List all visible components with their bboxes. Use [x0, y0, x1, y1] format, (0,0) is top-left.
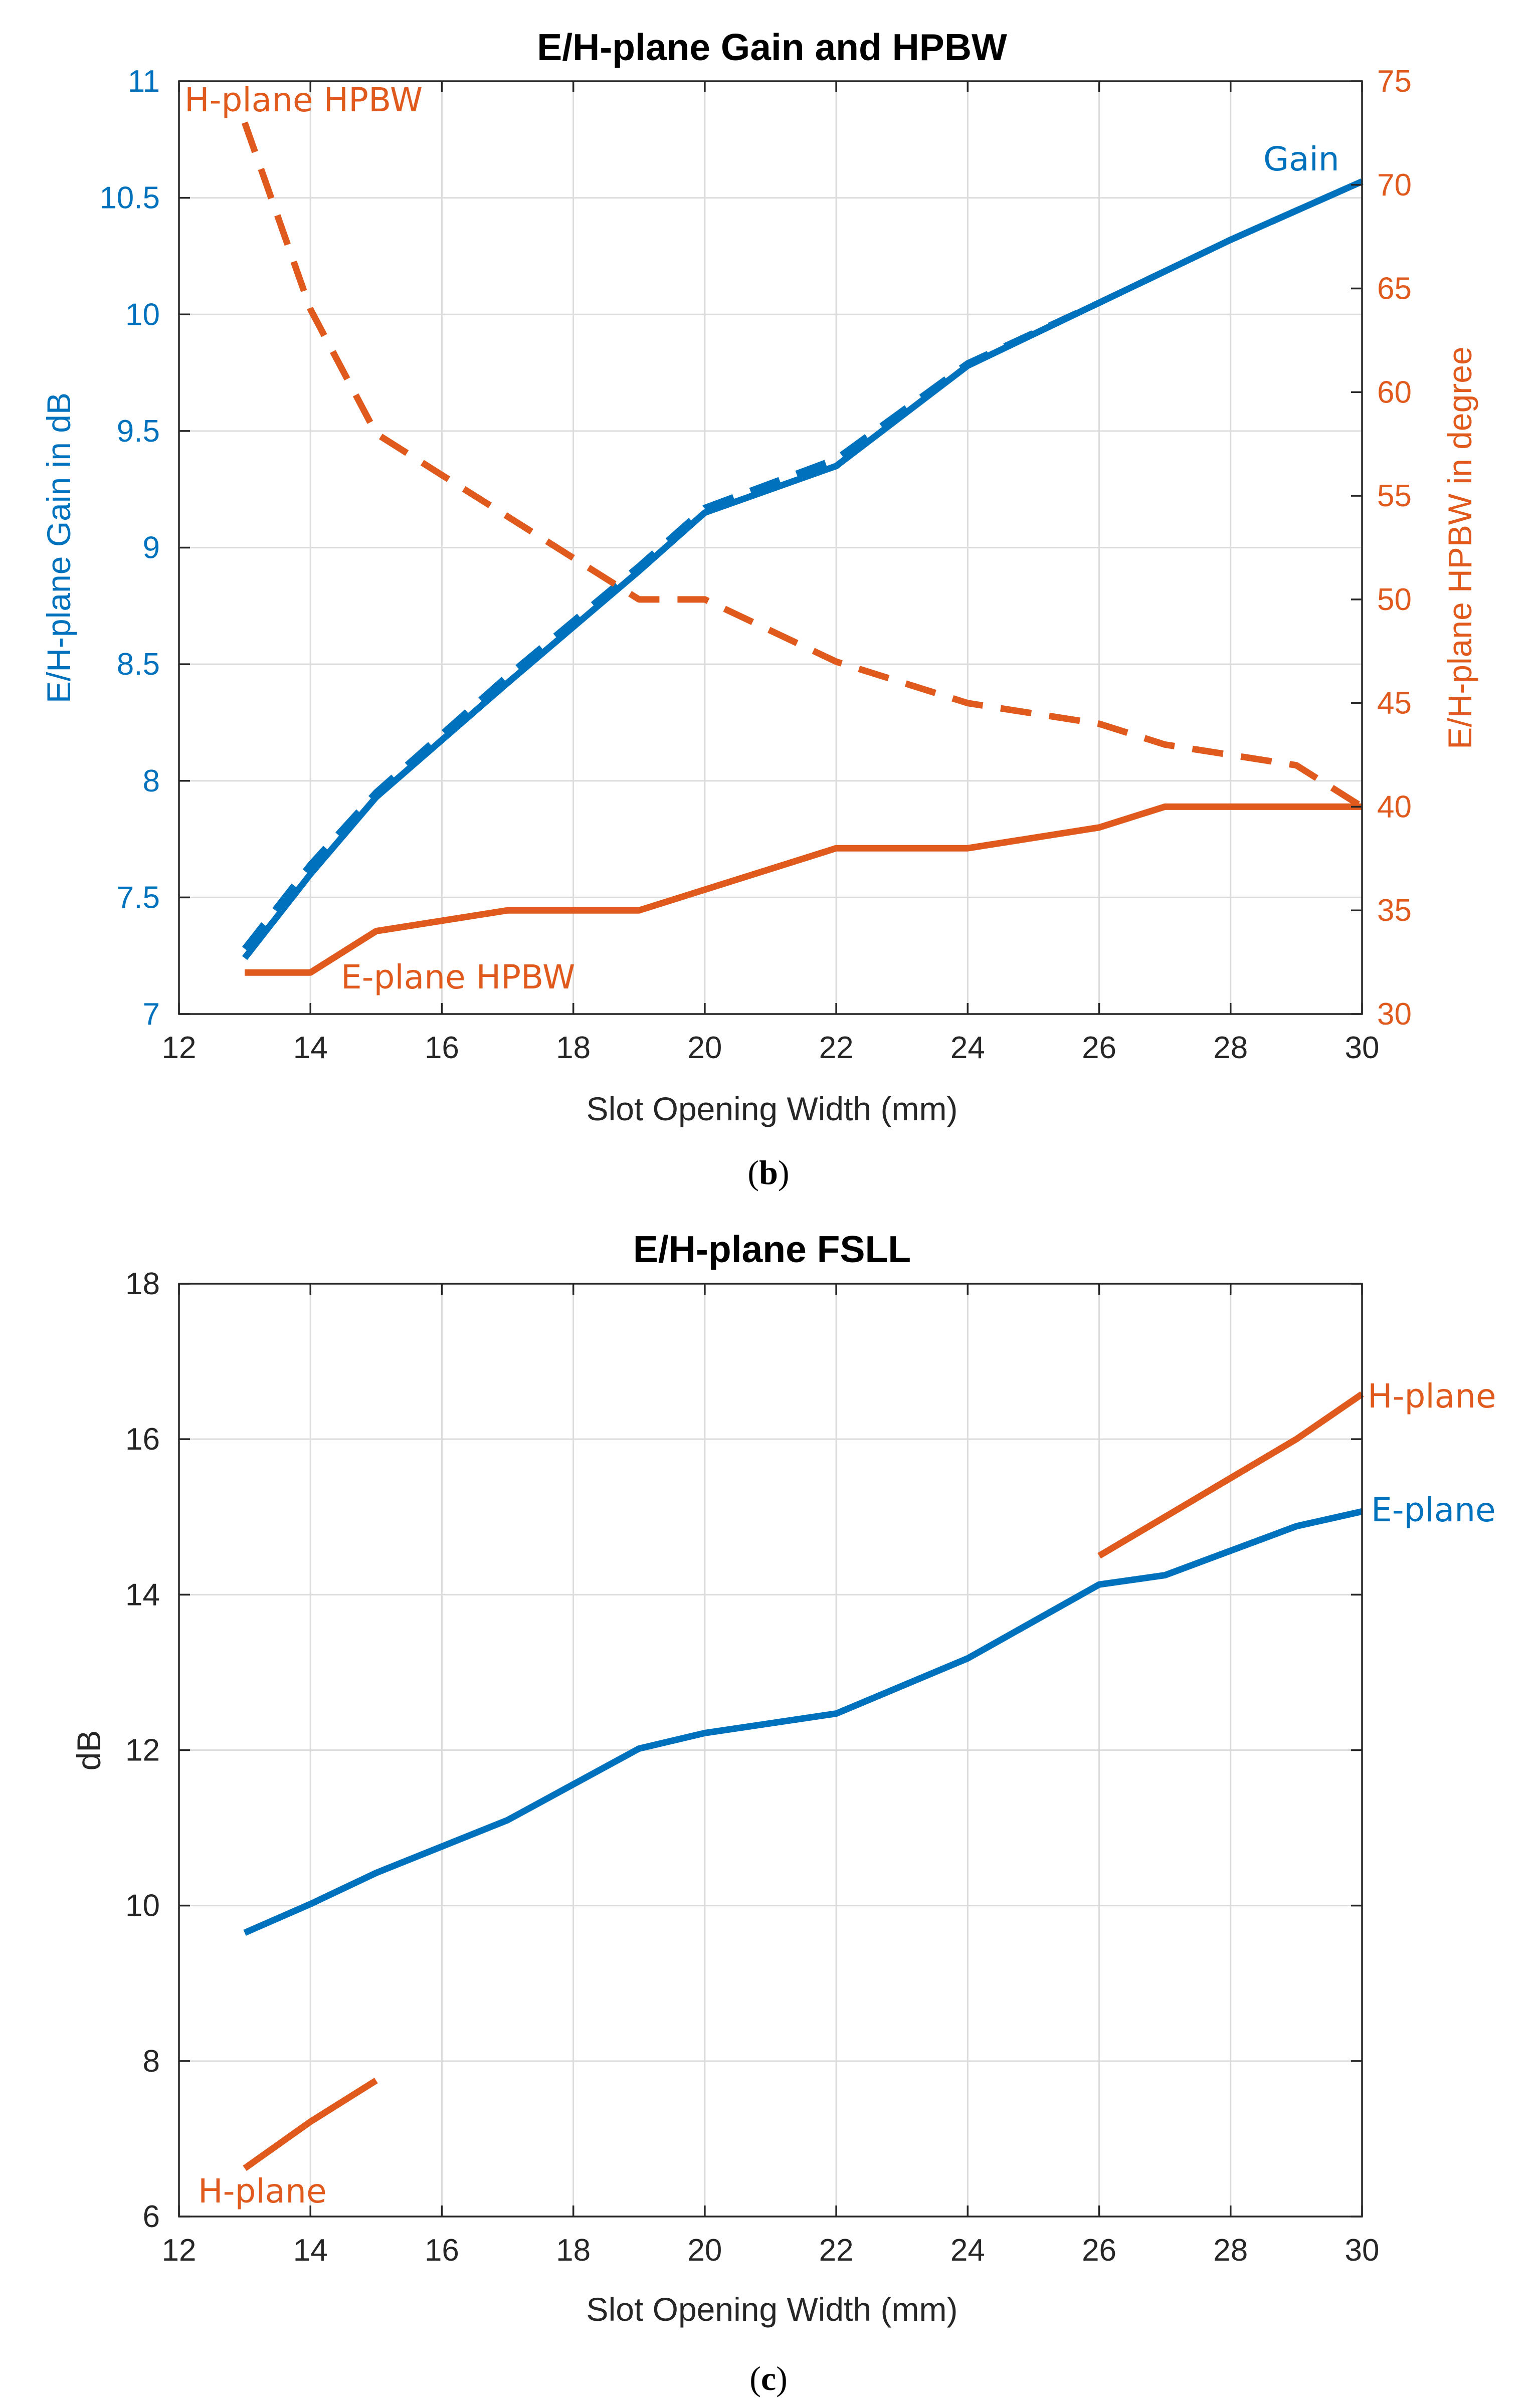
annotation-e-plane: E-plane	[1371, 1491, 1496, 1529]
x-tick-label: 20	[687, 2233, 722, 2268]
annotation-gain: Gain	[1263, 140, 1339, 178]
chart-c-grid	[178, 1283, 1363, 2218]
y-tick-label-left: 8	[143, 2044, 160, 2079]
annotation-h-plane-bottom: H-plane	[198, 2172, 327, 2211]
x-tick-label: 18	[556, 2233, 591, 2268]
chart-c-xlabel: Slot Opening Width (mm)	[587, 2291, 958, 2328]
y-tick-label-left: 7.5	[117, 880, 160, 915]
y-tick-label-right: 50	[1377, 582, 1412, 617]
x-tick-label: 26	[1082, 2233, 1116, 2268]
chart-fsll: E/H-plane FSLL 12 14 16 18 20 22 24 26 28 3068101…	[70, 1228, 1496, 2397]
annotation-h-plane-top: H-plane	[1368, 1377, 1496, 1416]
y-tick-label-right: 55	[1377, 479, 1412, 513]
chart-b-series	[241, 121, 1364, 976]
series-line-h-plane-hpbw	[241, 121, 1364, 810]
y-tick-label-left: 10	[125, 1889, 160, 1923]
x-tick-label: 28	[1213, 1031, 1248, 1065]
y-tick-label-right: 70	[1377, 168, 1412, 203]
chart-b-ylabel-right: E/H-plane HPBW in degree	[1441, 346, 1478, 749]
chart-b-title: E/H-plane Gain and HPBW	[537, 26, 1007, 68]
chart-b-xlabel: Slot Opening Width (mm)	[587, 1090, 958, 1127]
y-tick-label-right: 45	[1377, 686, 1412, 721]
y-tick-label-right: 40	[1377, 789, 1412, 824]
y-tick-label-left: 12	[125, 1733, 160, 1768]
y-tick-label-left: 9	[143, 531, 160, 565]
y-tick-label-left: 7	[143, 997, 160, 1032]
chart-b-ylabel-left: E/H-plane Gain in dB	[40, 392, 77, 703]
y-tick-label-right: 75	[1377, 64, 1412, 99]
y-tick-label-left: 16	[125, 1422, 160, 1457]
y-tick-label-left: 9.5	[117, 414, 160, 449]
y-tick-label-left: 11	[128, 64, 160, 99]
chart-c-ylabel: dB	[70, 1730, 107, 1771]
series-line-e-plane	[243, 1508, 1363, 1936]
x-tick-label: 24	[950, 1031, 985, 1065]
x-tick-label: 20	[687, 1031, 722, 1065]
y-tick-label-left: 18	[125, 1267, 160, 1301]
x-tick-label: 24	[950, 2233, 985, 2268]
x-tick-label: 16	[425, 2233, 459, 2268]
series-line-h-plane-gain	[242, 178, 1364, 951]
x-tick-label: 12	[162, 2233, 197, 2268]
x-tick-label: 22	[819, 2233, 854, 2268]
y-tick-label-right: 35	[1377, 893, 1412, 928]
y-tick-label-left: 8.5	[117, 647, 160, 682]
annotation-e-plane-hpbw: E-plane HPBW	[341, 958, 575, 996]
y-tick-label-left: 6	[143, 2199, 160, 2234]
annotation-h-plane-hpbw: H-plane HPBW	[184, 81, 423, 119]
chart-b-grid	[178, 80, 1363, 1015]
x-tick-label: 14	[293, 1031, 328, 1065]
chart-c-caption: (c)	[749, 2359, 788, 2397]
y-tick-label-left: 10	[125, 297, 160, 332]
chart-gain-hpbw: E/H-plane Gain and HPBW 12 14 16 18 20 22 24 26…	[40, 26, 1478, 1191]
y-tick-label-left: 8	[143, 764, 160, 798]
x-tick-label: 26	[1082, 1031, 1116, 1065]
y-tick-label-left: 14	[125, 1577, 160, 1612]
x-tick-label: 30	[1345, 1031, 1380, 1065]
chart-c-title: E/H-plane FSLL	[633, 1228, 911, 1270]
y-tick-label-right: 60	[1377, 375, 1412, 410]
chart-c-ticks: 12 14 16 18 20 22 24 26 28 30 6 8 10 12 14 16 18	[125, 1267, 1379, 2268]
x-tick-label: 18	[556, 1031, 591, 1065]
series-line-h-plane-high	[1097, 1391, 1364, 1559]
x-tick-label: 28	[1213, 2233, 1248, 2268]
series-line-e-plane-gain	[242, 178, 1364, 960]
chart-b-ticks: 12 14 16 18 20 22 24 26 28 30 7 7.5 8 8.5 9 9.5 10 10.5 11…	[99, 64, 1412, 1065]
chart-b-caption: (b)	[747, 1153, 789, 1191]
chart-c-series	[243, 1391, 1364, 2171]
y-tick-label-right: 65	[1377, 272, 1412, 306]
x-tick-label: 30	[1345, 2233, 1380, 2268]
x-tick-label: 14	[293, 2233, 328, 2268]
series-line-e-plane-hpbw	[245, 803, 1362, 976]
y-tick-label-right: 30	[1377, 997, 1412, 1032]
x-tick-label: 16	[425, 1031, 459, 1065]
x-tick-label: 12	[162, 1031, 197, 1065]
y-tick-label-left: 10.5	[99, 181, 160, 216]
x-tick-label: 22	[819, 1031, 854, 1065]
